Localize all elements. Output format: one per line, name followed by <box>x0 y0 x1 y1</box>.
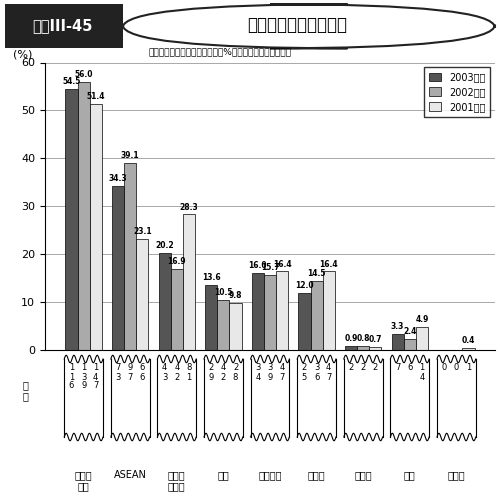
Legend: 2003年度, 2002年度, 2001年度: 2003年度, 2002年度, 2001年度 <box>424 68 490 117</box>
Text: 4
7: 4 7 <box>326 364 332 382</box>
Text: 4
3: 4 3 <box>162 364 168 382</box>
Text: 16.0: 16.0 <box>248 262 267 270</box>
Bar <box>136 240 148 350</box>
Bar <box>66 89 78 350</box>
Bar <box>298 292 310 350</box>
Text: 12.0: 12.0 <box>295 280 314 289</box>
Bar <box>5 4 122 48</box>
Text: 3.3: 3.3 <box>391 322 404 332</box>
Bar <box>171 269 183 350</box>
Bar <box>78 82 90 350</box>
Text: 2: 2 <box>360 364 366 372</box>
Text: 2
9: 2 9 <box>208 364 214 382</box>
Text: 39.1: 39.1 <box>121 151 140 160</box>
Text: 2: 2 <box>348 364 354 372</box>
Bar <box>264 275 276 350</box>
Text: 3
4: 3 4 <box>255 364 260 382</box>
Bar <box>357 346 369 350</box>
Text: 2
8: 2 8 <box>233 364 238 382</box>
Text: 欧州: 欧州 <box>404 470 415 480</box>
Text: 34.3: 34.3 <box>109 174 128 183</box>
Bar <box>218 300 230 350</box>
Bar <box>90 104 102 350</box>
Text: 0.9: 0.9 <box>344 334 358 343</box>
Text: 大洋州: 大洋州 <box>354 470 372 480</box>
Text: 7
3: 7 3 <box>116 364 121 382</box>
Text: 9.8: 9.8 <box>229 291 242 300</box>
Text: 件
数: 件 数 <box>22 380 28 402</box>
Text: 0.8: 0.8 <box>356 334 370 344</box>
Bar <box>276 272 288 350</box>
Text: 3
9: 3 9 <box>268 364 272 382</box>
Text: 4.9: 4.9 <box>415 314 428 324</box>
Text: 8
1: 8 1 <box>186 364 192 382</box>
Text: 16.4: 16.4 <box>273 260 291 268</box>
Text: 0: 0 <box>442 364 447 372</box>
Text: 1
4: 1 4 <box>420 364 424 382</box>
Text: 1: 1 <box>466 364 471 372</box>
Bar <box>158 253 171 350</box>
Bar <box>252 274 264 350</box>
Text: 23.1: 23.1 <box>133 228 152 236</box>
Text: アフリカ: アフリカ <box>258 470 282 480</box>
Bar <box>112 186 124 350</box>
Bar <box>183 214 195 350</box>
Text: 2
5: 2 5 <box>302 364 307 382</box>
Text: 中東: 中東 <box>218 470 230 480</box>
Text: 6: 6 <box>407 364 412 372</box>
Bar <box>310 280 322 350</box>
Bar <box>345 346 357 350</box>
Text: 図表III-45: 図表III-45 <box>32 18 92 32</box>
Bar <box>322 272 335 350</box>
Text: 2: 2 <box>372 364 378 372</box>
Text: 1
3
9: 1 3 9 <box>81 364 86 390</box>
Text: 1
4
7: 1 4 7 <box>93 364 98 390</box>
FancyBboxPatch shape <box>122 4 495 48</box>
Bar <box>230 303 241 350</box>
Text: 2.4: 2.4 <box>403 326 416 336</box>
Text: 10.5: 10.5 <box>214 288 233 297</box>
Text: 1
1
6: 1 1 6 <box>69 364 74 390</box>
Bar <box>124 162 136 350</box>
Text: 16.9: 16.9 <box>168 257 186 266</box>
Text: 20.2: 20.2 <box>156 242 174 250</box>
Text: 4
2: 4 2 <box>221 364 226 382</box>
Text: 中南米: 中南米 <box>308 470 326 480</box>
Text: 16.4: 16.4 <box>320 260 338 268</box>
Text: ASEAN: ASEAN <box>114 470 146 480</box>
Text: 地域別実施件数（件数ベース、%は全件数に対する割合）: 地域別実施件数（件数ベース、%は全件数に対する割合） <box>148 48 292 56</box>
Text: 3
6: 3 6 <box>314 364 320 382</box>
Text: 15.7: 15.7 <box>260 263 280 272</box>
Bar <box>404 338 416 350</box>
Bar <box>369 346 382 350</box>
Text: 14.5: 14.5 <box>308 268 326 278</box>
Text: 7: 7 <box>395 364 400 372</box>
Text: 0.4: 0.4 <box>462 336 475 345</box>
Bar <box>462 348 474 350</box>
Bar <box>416 326 428 350</box>
Text: 4
2: 4 2 <box>174 364 180 382</box>
Text: その他: その他 <box>448 470 465 480</box>
Text: 56.0: 56.0 <box>74 70 93 79</box>
Bar <box>205 285 218 350</box>
Text: その他
アジア: その他 アジア <box>168 470 186 491</box>
Text: (%): (%) <box>14 50 33 59</box>
Text: 54.5: 54.5 <box>62 77 80 86</box>
Text: アジア
全体: アジア 全体 <box>75 470 92 491</box>
Text: 6
6: 6 6 <box>140 364 145 382</box>
Text: 9
7: 9 7 <box>128 364 133 382</box>
Text: 28.3: 28.3 <box>180 202 199 211</box>
Bar <box>392 334 404 350</box>
Text: 開発調査の地域別実績: 開発調査の地域別実績 <box>248 16 348 34</box>
Text: 0: 0 <box>454 364 459 372</box>
Text: 13.6: 13.6 <box>202 273 220 282</box>
Text: 0.7: 0.7 <box>368 335 382 344</box>
Text: 4
7: 4 7 <box>280 364 285 382</box>
Text: 51.4: 51.4 <box>86 92 105 101</box>
